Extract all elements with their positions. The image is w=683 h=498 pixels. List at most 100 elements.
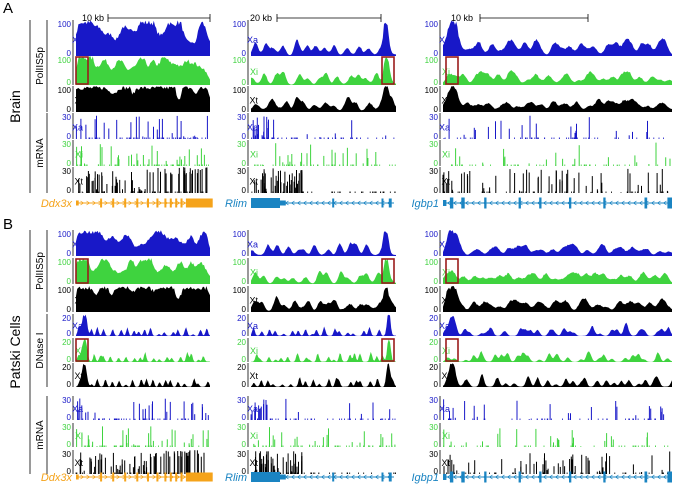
exon: [175, 472, 178, 482]
track-min-label: 0: [434, 329, 439, 338]
mrna-track: [251, 168, 396, 193]
track-max-label: 30: [237, 450, 246, 459]
track-max-label: 100: [233, 230, 247, 239]
track-name-label: Xt: [74, 458, 83, 468]
track-name-label: Xt: [249, 176, 258, 186]
polii-track: [443, 286, 672, 312]
track-min-label: 0: [242, 49, 247, 58]
track-name-label: Xi: [250, 67, 258, 77]
xi-highlight-box: [445, 258, 459, 284]
exon: [164, 198, 167, 208]
exon: [147, 472, 149, 482]
track-max-label: 100: [425, 286, 439, 295]
exon: [539, 197, 542, 209]
exon: [156, 198, 159, 208]
track-max-label: 100: [425, 56, 439, 65]
track-max-label: 30: [237, 113, 246, 122]
track-max-label: 30: [62, 450, 71, 459]
track-max-label: 100: [58, 286, 72, 295]
polii-track: [443, 20, 672, 56]
exon: [100, 198, 103, 208]
dnase-track: [76, 364, 210, 387]
polii-track: [251, 22, 396, 56]
dnase-track: [443, 316, 672, 336]
track-max-label: 100: [58, 230, 72, 239]
polii-track: [251, 57, 396, 85]
exon: [644, 197, 648, 209]
assay-group-label: mRNA: [35, 420, 46, 450]
track-min-label: 0: [242, 413, 247, 422]
track-name-label: Xt: [441, 371, 450, 381]
track-name-label: Xa: [439, 35, 450, 45]
polii-track: [443, 86, 672, 112]
xi-highlight-box: [75, 258, 89, 284]
assay-group-label: PolIIS5p: [35, 252, 46, 290]
mrna-track: [76, 144, 209, 166]
mrna-track: [78, 167, 208, 193]
exon: [443, 200, 447, 206]
track-max-label: 30: [62, 140, 71, 149]
exon: [569, 197, 572, 209]
xi-highlight-box: [445, 338, 459, 362]
mrna-track: [254, 143, 396, 166]
track-max-label: 30: [429, 167, 438, 176]
mrna-track: [253, 427, 396, 447]
track-max-label: 20: [237, 314, 246, 323]
track-name-label: Xa: [439, 122, 450, 132]
polii-track: [251, 86, 396, 112]
exon: [461, 471, 465, 483]
gene-model: [443, 197, 672, 209]
track-name-label: Xa: [439, 404, 450, 414]
track-name-label: Xi: [442, 431, 450, 441]
track-min-label: 0: [67, 355, 72, 364]
exon: [180, 198, 183, 208]
exon: [180, 472, 183, 482]
gene-model: [443, 471, 672, 483]
track-min-label: 0: [242, 105, 247, 114]
track-min-label: 0: [67, 305, 72, 314]
assay-group-label: mRNA: [35, 138, 46, 168]
gene-name-label: Ddx3x: [41, 198, 73, 210]
exon: [518, 471, 521, 483]
track-max-label: 20: [429, 338, 438, 347]
track-max-label: 20: [62, 338, 71, 347]
exon: [76, 474, 79, 480]
dnase-track: [76, 314, 210, 336]
polii-track: [76, 20, 210, 56]
mrna-track: [250, 398, 396, 420]
assay-group-label: PolIIS5p: [35, 47, 46, 85]
track-max-label: 30: [429, 113, 438, 122]
exon: [251, 198, 280, 208]
track-min-label: 0: [242, 440, 247, 449]
exon: [603, 197, 606, 209]
track-name-label: Xi: [250, 346, 258, 356]
track-min-label: 0: [242, 277, 247, 286]
polii-track: [443, 230, 672, 256]
mrna-track: [443, 115, 664, 139]
polii-track: [76, 230, 210, 256]
track-min-label: 0: [242, 159, 247, 168]
track-min-label: 0: [67, 413, 72, 422]
gene-name-label: Rlim: [225, 198, 247, 210]
polii-track: [251, 231, 396, 256]
polii-track: [76, 286, 210, 312]
track-min-label: 0: [434, 49, 439, 58]
exon: [603, 471, 606, 483]
track-max-label: 30: [62, 396, 71, 405]
track-min-label: 0: [434, 277, 439, 286]
track-min-label: 0: [434, 159, 439, 168]
track-name-label: Xt: [249, 295, 258, 305]
track-min-label: 0: [434, 440, 439, 449]
track-name-label: Xi: [250, 149, 258, 159]
exon: [169, 472, 172, 482]
exon: [251, 472, 280, 482]
exon: [175, 198, 178, 208]
track-name-label: Xt: [249, 95, 258, 105]
exon: [539, 471, 542, 483]
polii-track: [443, 270, 672, 284]
track-min-label: 0: [67, 329, 72, 338]
track-name-label: Xt: [441, 458, 450, 468]
track-max-label: 30: [237, 140, 246, 149]
track-name-label: Xi: [75, 431, 83, 441]
